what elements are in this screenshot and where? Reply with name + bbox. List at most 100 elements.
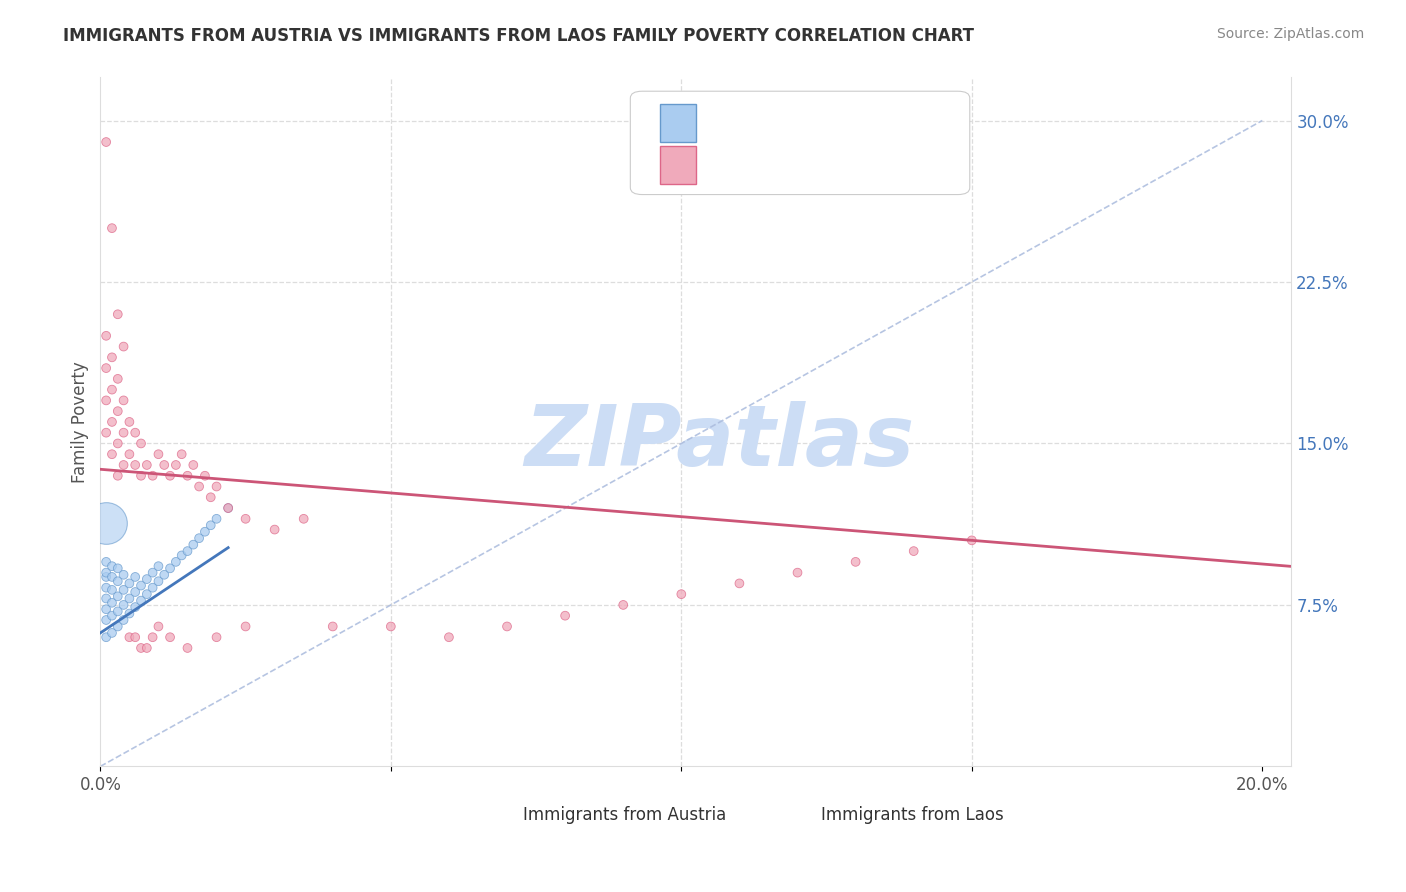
Point bbox=[181, 458, 204, 472]
Point bbox=[380, 619, 402, 633]
Point bbox=[124, 570, 146, 584]
Point bbox=[96, 361, 118, 376]
Point bbox=[112, 613, 135, 627]
Point bbox=[129, 468, 152, 483]
Point bbox=[112, 598, 135, 612]
FancyBboxPatch shape bbox=[659, 146, 696, 185]
Point bbox=[96, 570, 118, 584]
Point bbox=[107, 404, 129, 418]
Point bbox=[153, 458, 176, 472]
Point bbox=[112, 567, 135, 582]
Point bbox=[96, 566, 118, 580]
Point bbox=[170, 549, 193, 563]
Point bbox=[96, 393, 118, 408]
Point bbox=[96, 591, 118, 606]
Point bbox=[118, 607, 141, 621]
Point bbox=[101, 559, 124, 574]
Point bbox=[142, 566, 165, 580]
Point bbox=[112, 458, 135, 472]
Point bbox=[96, 516, 118, 530]
Point bbox=[96, 613, 118, 627]
Point bbox=[112, 393, 135, 408]
Point bbox=[148, 574, 170, 589]
Point bbox=[118, 415, 141, 429]
Point bbox=[165, 555, 187, 569]
Point bbox=[135, 458, 157, 472]
Point bbox=[124, 458, 146, 472]
Point bbox=[176, 640, 198, 655]
Point bbox=[96, 555, 118, 569]
Text: 0.373: 0.373 bbox=[758, 114, 814, 132]
Point bbox=[124, 630, 146, 644]
Point bbox=[101, 221, 124, 235]
Point bbox=[96, 602, 118, 616]
Point bbox=[135, 572, 157, 586]
Point bbox=[845, 555, 868, 569]
Point bbox=[188, 531, 211, 545]
Point bbox=[554, 608, 576, 623]
Point bbox=[148, 447, 170, 461]
Point bbox=[292, 512, 315, 526]
Point bbox=[148, 559, 170, 574]
Point bbox=[96, 328, 118, 343]
Point bbox=[107, 574, 129, 589]
Point bbox=[205, 479, 228, 493]
Point bbox=[205, 512, 228, 526]
Point bbox=[124, 425, 146, 440]
Point bbox=[142, 630, 165, 644]
Text: R =: R = bbox=[706, 156, 741, 174]
Point bbox=[107, 604, 129, 618]
Point bbox=[118, 591, 141, 606]
Point bbox=[107, 561, 129, 575]
Point bbox=[129, 578, 152, 592]
FancyBboxPatch shape bbox=[630, 91, 970, 194]
Point bbox=[101, 383, 124, 397]
Point bbox=[496, 619, 519, 633]
Point bbox=[96, 135, 118, 149]
Text: R =: R = bbox=[706, 114, 741, 132]
Point bbox=[159, 561, 181, 575]
Point bbox=[96, 425, 118, 440]
Point bbox=[101, 415, 124, 429]
Text: ZIPatlas: ZIPatlas bbox=[524, 401, 915, 484]
FancyBboxPatch shape bbox=[659, 104, 696, 142]
Point bbox=[101, 608, 124, 623]
Point bbox=[101, 570, 124, 584]
Point bbox=[107, 590, 129, 604]
Point bbox=[165, 458, 187, 472]
Point bbox=[235, 619, 257, 633]
Text: IMMIGRANTS FROM AUSTRIA VS IMMIGRANTS FROM LAOS FAMILY POVERTY CORRELATION CHART: IMMIGRANTS FROM AUSTRIA VS IMMIGRANTS FR… bbox=[63, 27, 974, 45]
Point bbox=[118, 576, 141, 591]
Point bbox=[101, 582, 124, 597]
Point bbox=[124, 585, 146, 599]
FancyBboxPatch shape bbox=[779, 803, 813, 832]
Point bbox=[107, 619, 129, 633]
Point bbox=[129, 593, 152, 607]
Point bbox=[153, 567, 176, 582]
Point bbox=[437, 630, 460, 644]
Point bbox=[903, 544, 925, 558]
Point bbox=[118, 447, 141, 461]
Point bbox=[112, 582, 135, 597]
Point bbox=[101, 596, 124, 610]
Point bbox=[205, 630, 228, 644]
Point bbox=[728, 576, 751, 591]
Point bbox=[176, 544, 198, 558]
Point bbox=[107, 372, 129, 386]
Point bbox=[142, 581, 165, 595]
FancyBboxPatch shape bbox=[481, 803, 515, 832]
Point bbox=[176, 468, 198, 483]
Point bbox=[118, 630, 141, 644]
Point bbox=[671, 587, 693, 601]
Point bbox=[142, 468, 165, 483]
Point bbox=[188, 479, 211, 493]
Point bbox=[107, 436, 129, 450]
Point bbox=[135, 587, 157, 601]
Point bbox=[263, 523, 285, 537]
Text: -0.080: -0.080 bbox=[758, 156, 823, 174]
Point bbox=[124, 600, 146, 615]
Point bbox=[148, 619, 170, 633]
Point bbox=[194, 468, 217, 483]
Text: Immigrants from Laos: Immigrants from Laos bbox=[821, 805, 1004, 823]
Point bbox=[200, 490, 222, 504]
